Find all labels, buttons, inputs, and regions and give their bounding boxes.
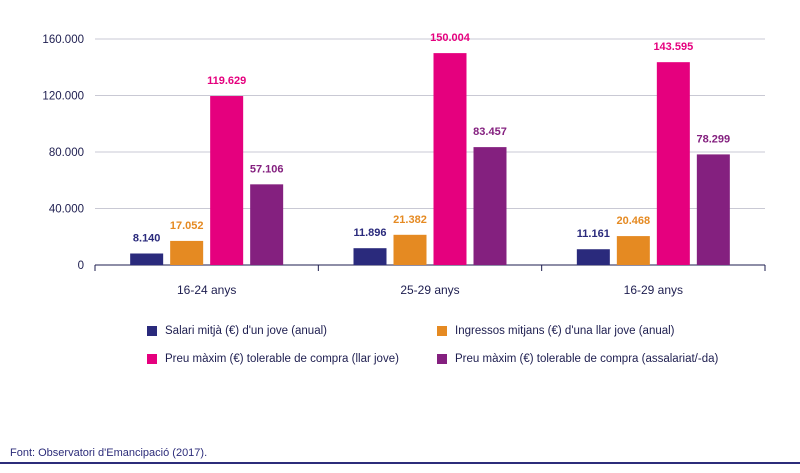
x-category-label: 16-24 anys xyxy=(177,283,236,297)
data-label: 57.106 xyxy=(250,163,284,175)
data-label: 20.468 xyxy=(617,215,651,227)
bar xyxy=(393,234,427,265)
y-tick-label: 0 xyxy=(78,260,84,272)
data-label: 150.004 xyxy=(430,32,471,44)
bar xyxy=(696,154,730,265)
bar xyxy=(130,253,164,265)
data-label: 78.299 xyxy=(697,133,731,145)
data-label: 21.382 xyxy=(393,214,427,226)
bar xyxy=(250,184,284,265)
data-label: 17.052 xyxy=(170,220,204,232)
y-tick-label: 160.000 xyxy=(42,34,84,46)
data-label: 8.140 xyxy=(133,233,161,245)
data-label: 143.595 xyxy=(653,41,693,53)
bar xyxy=(170,240,204,265)
x-category-label: 25-29 anys xyxy=(400,283,459,297)
x-category-label: 16-29 anys xyxy=(624,283,683,297)
y-tick-label: 40.000 xyxy=(49,204,84,216)
y-tick-label: 120.000 xyxy=(42,91,84,103)
bar xyxy=(210,96,244,265)
source-note: Font: Observatori d'Emancipació (2017). xyxy=(10,447,208,459)
data-label: 83.457 xyxy=(473,126,507,138)
data-label: 11.161 xyxy=(577,228,610,240)
bar xyxy=(616,236,650,265)
bar xyxy=(473,147,507,265)
bar xyxy=(656,62,690,266)
bar xyxy=(576,249,610,265)
bar xyxy=(353,248,387,265)
data-label: 11.896 xyxy=(353,227,386,239)
bottom-rule xyxy=(0,462,800,464)
bar xyxy=(433,53,467,265)
data-label: 119.629 xyxy=(207,75,246,87)
y-tick-label: 80.000 xyxy=(49,147,84,159)
